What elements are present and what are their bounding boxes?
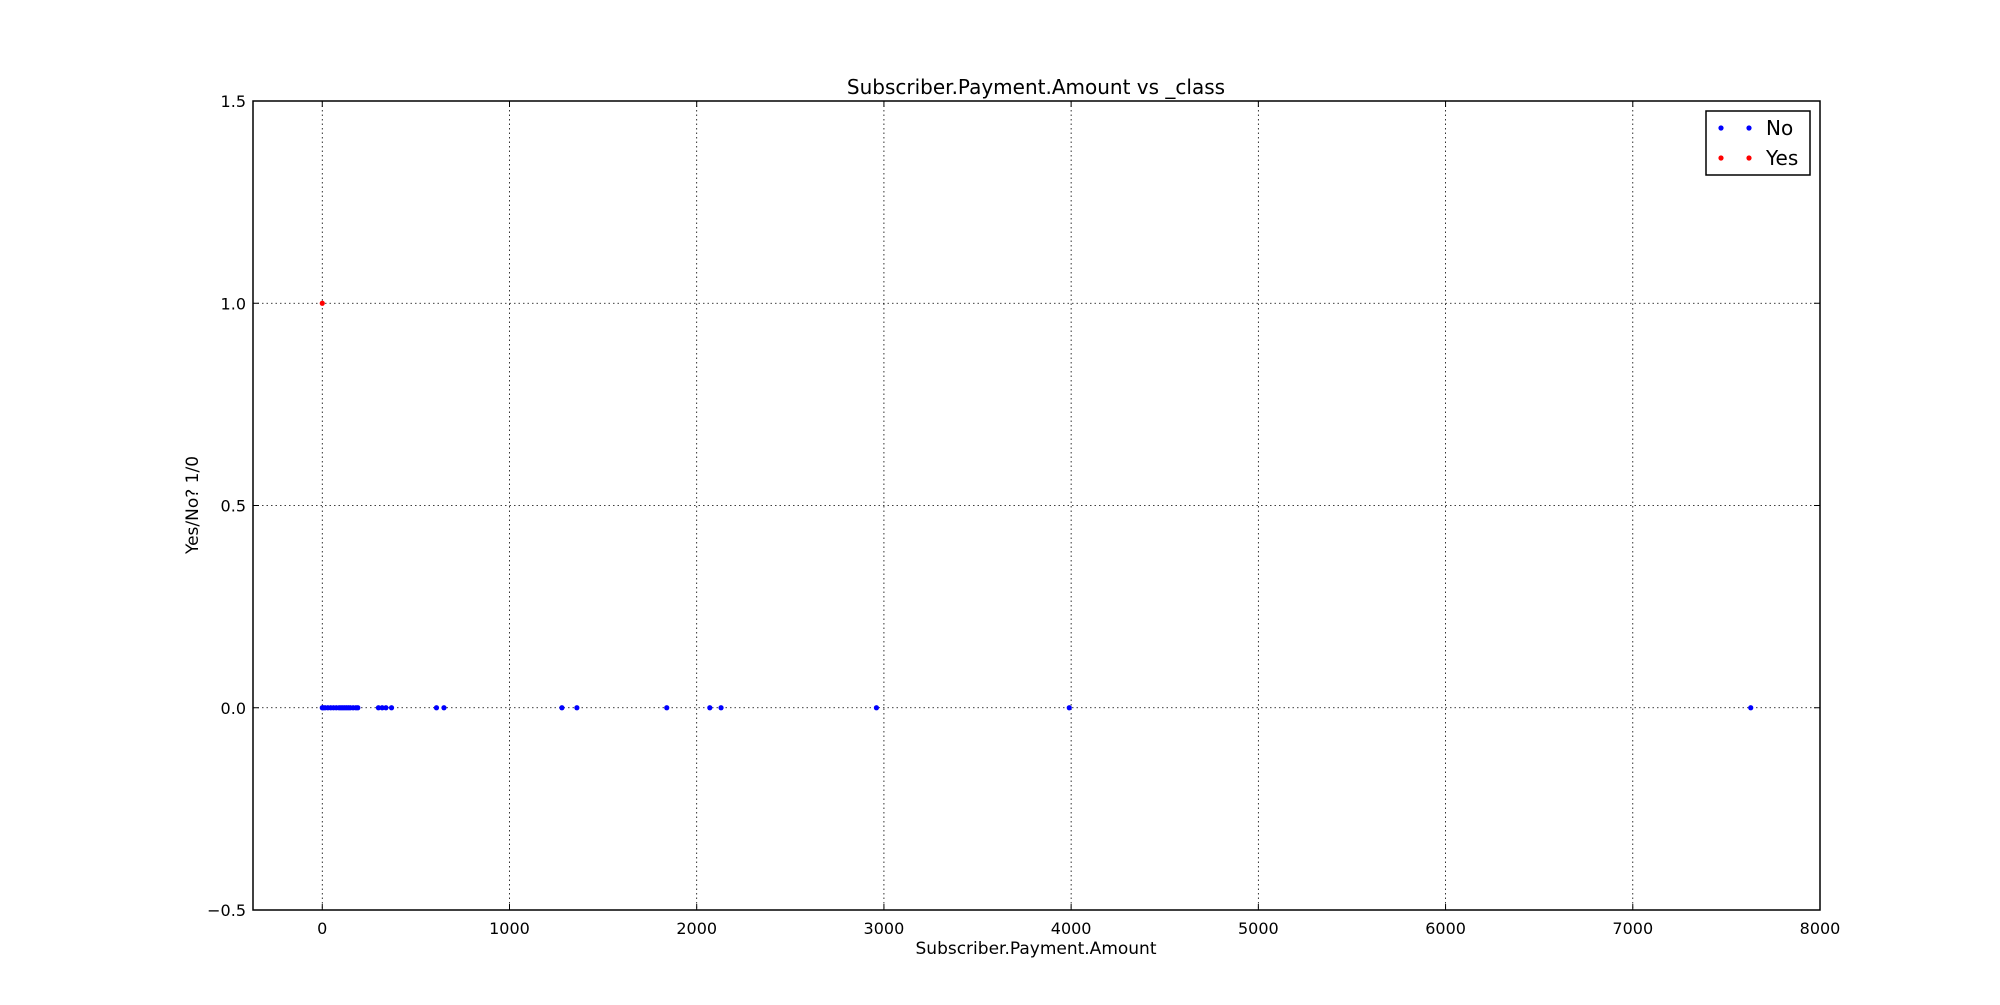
data-point: [375, 705, 382, 711]
y-tick-label: 0.5: [221, 497, 246, 516]
legend-marker: [1718, 125, 1724, 131]
legend: No Yes: [1705, 110, 1811, 176]
data-point: [718, 705, 724, 711]
legend-marker: [1718, 155, 1724, 161]
x-tick-label: 0: [317, 919, 327, 938]
data-point: [355, 705, 361, 711]
x-tick-label: 2000: [676, 919, 717, 938]
data-point: [433, 705, 440, 711]
data-point: [1066, 705, 1072, 711]
data-point: [574, 705, 580, 711]
x-tick-label: 3000: [864, 919, 905, 938]
data-point: [559, 705, 565, 711]
y-tick-label: 1.0: [221, 294, 246, 313]
data-point: [664, 705, 670, 711]
legend-label: Yes: [1765, 146, 1798, 170]
ticks-layer: 0 1000 2000 3000 4000 5000 6000 7000 8000 −0.5 0.0…: [207, 92, 1840, 938]
y-tick-label: −0.5: [207, 901, 246, 920]
grid-layer: [253, 100, 1821, 911]
legend-item-no: No: [1718, 116, 1793, 140]
data-point: [707, 705, 713, 711]
y-tick-label: 1.5: [221, 92, 246, 111]
x-tick-label: 5000: [1238, 919, 1279, 938]
x-tick-label: 4000: [1051, 919, 1092, 938]
legend-items: No Yes: [1718, 116, 1798, 170]
y-tick-label: 0.0: [221, 699, 246, 718]
x-tick-label: 7000: [1612, 919, 1653, 938]
x-tick-label: 8000: [1800, 919, 1841, 938]
legend-box: [1705, 110, 1811, 176]
x-tick-label: 6000: [1425, 919, 1466, 938]
data-point: [1748, 705, 1754, 711]
legend-marker: [1746, 125, 1752, 131]
points-layer: [319, 300, 1754, 711]
data-point: [379, 705, 385, 711]
legend-marker: [1746, 155, 1752, 161]
data-point: [383, 705, 389, 711]
series-no: [319, 705, 1754, 711]
legend-label: No: [1766, 116, 1793, 140]
data-point: [388, 705, 395, 711]
data-point: [873, 705, 880, 711]
y-axis-label: Yes/No? 1/0: [183, 456, 203, 555]
x-tick-label: 1000: [489, 919, 530, 938]
chart-title: Subscriber.Payment.Amount vs _class: [847, 75, 1225, 99]
series-yes: [319, 300, 325, 306]
data-point: [319, 300, 325, 306]
x-axis-label: Subscriber.Payment.Amount: [916, 939, 1157, 959]
legend-item-yes: Yes: [1718, 146, 1798, 170]
data-point: [441, 705, 447, 711]
